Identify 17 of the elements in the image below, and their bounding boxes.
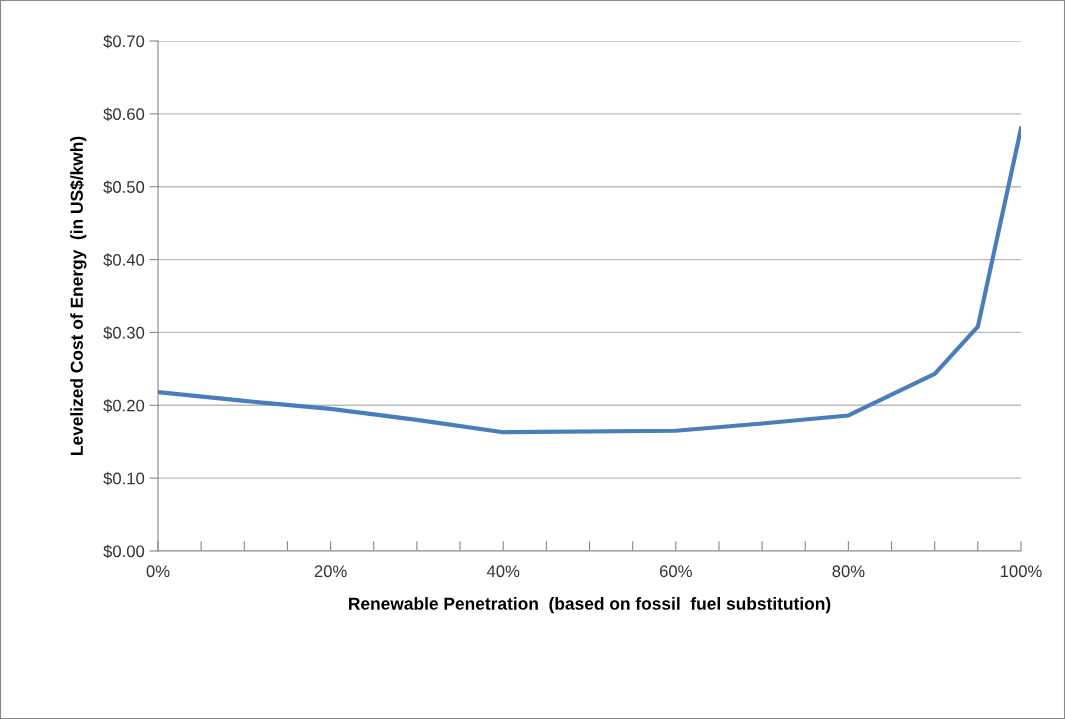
y-tick-label: $0.00 (103, 544, 145, 559)
x-tick-label: 20% (314, 565, 347, 578)
y-tick-label: $0.20 (103, 398, 145, 413)
y-tick-label: $0.50 (103, 180, 145, 194)
y-tick-label: $0.60 (103, 107, 145, 122)
line-series (158, 126, 1021, 435)
y-tick-label: $0.40 (103, 253, 145, 267)
y-tick-label: $0.10 (103, 471, 145, 486)
x-axis-title: Renewable Penetration (based on fossil fuel substitution) (349, 597, 831, 614)
x-tick-label: 0% (146, 565, 170, 578)
y-axis-title: Levelized Cost of Energy (in US$/kwh) (69, 136, 87, 455)
y-tick-label: $0.70 (103, 34, 145, 49)
x-tick-label: 40% (486, 565, 520, 578)
x-tick-label: 100% (1000, 565, 1042, 578)
x-tick-label: 60% (659, 565, 692, 578)
y-tick-label: $0.30 (103, 326, 145, 340)
x-tick-label: 80% (832, 565, 865, 578)
